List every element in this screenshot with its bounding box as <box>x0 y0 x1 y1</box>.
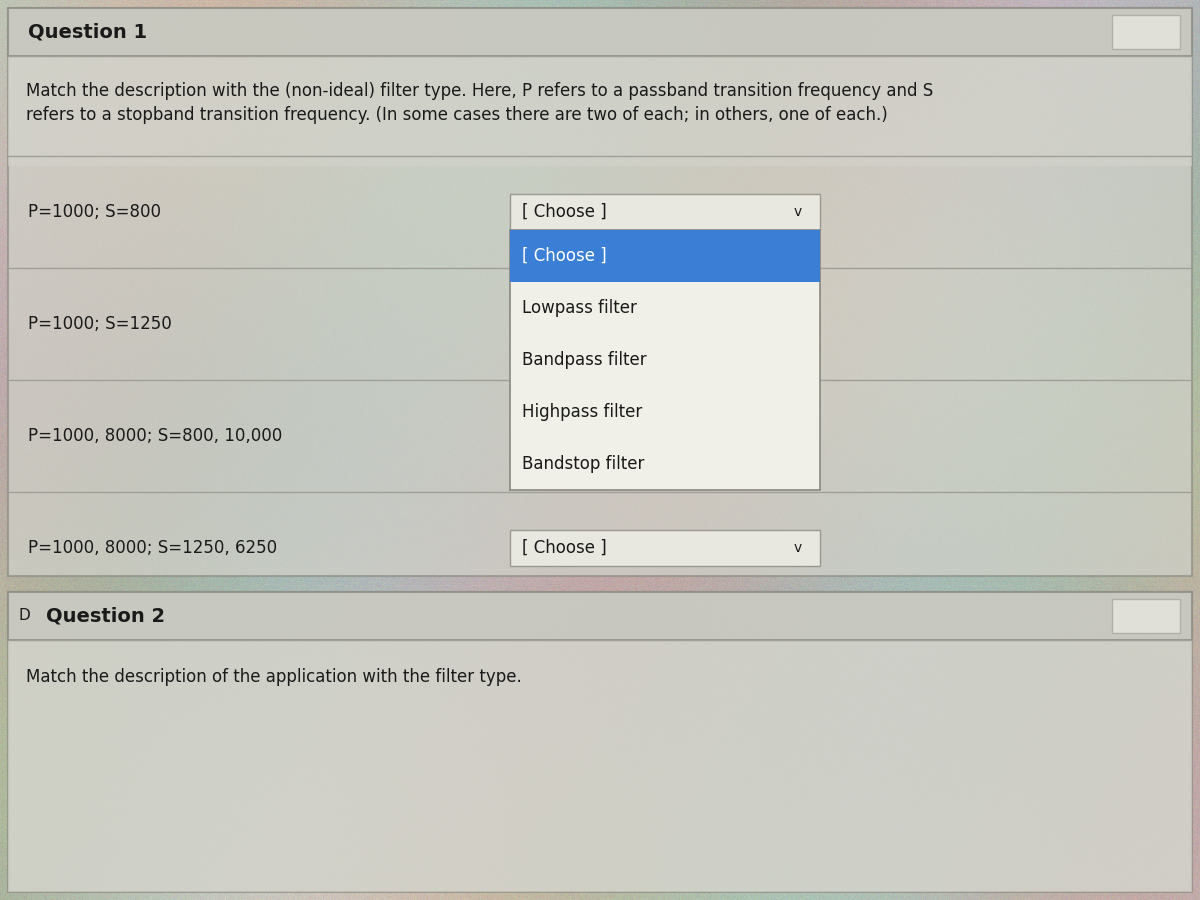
Text: Question 2: Question 2 <box>46 607 166 625</box>
Text: Bandpass filter: Bandpass filter <box>522 351 647 369</box>
Text: D: D <box>18 608 30 624</box>
Text: P=1000, 8000; S=1250, 6250: P=1000, 8000; S=1250, 6250 <box>28 539 277 557</box>
Text: Bandstop filter: Bandstop filter <box>522 455 644 473</box>
Text: [ Choose ]: [ Choose ] <box>522 247 607 265</box>
Text: P=1000, 8000; S=800, 10,000: P=1000, 8000; S=800, 10,000 <box>28 427 282 445</box>
Text: v: v <box>794 205 802 219</box>
Bar <box>510 194 820 230</box>
Bar <box>8 56 1192 166</box>
Text: Lowpass filter: Lowpass filter <box>522 299 637 317</box>
Text: [ Choose ]: [ Choose ] <box>522 539 607 557</box>
Bar <box>510 530 820 566</box>
Text: v: v <box>794 541 802 555</box>
Bar <box>510 230 820 490</box>
Text: refers to a stopband transition frequency. (In some cases there are two of each;: refers to a stopband transition frequenc… <box>26 106 888 124</box>
Bar <box>8 640 1192 892</box>
Bar <box>8 8 1192 56</box>
Text: Match the description of the application with the filter type.: Match the description of the application… <box>26 668 522 686</box>
Bar <box>1112 15 1180 49</box>
Text: Match the description with the (non-ideal) filter type. Here, P refers to a pass: Match the description with the (non-idea… <box>26 82 934 100</box>
Text: [ Choose ]: [ Choose ] <box>522 203 607 221</box>
Text: P=1000; S=800: P=1000; S=800 <box>28 203 161 221</box>
Text: Question 1: Question 1 <box>28 22 148 41</box>
Bar <box>1112 599 1180 633</box>
Bar <box>510 230 820 282</box>
Bar <box>8 592 1192 640</box>
Bar <box>8 592 1192 892</box>
Text: P=1000; S=1250: P=1000; S=1250 <box>28 315 172 333</box>
Bar <box>8 8 1192 576</box>
Text: Highpass filter: Highpass filter <box>522 403 642 421</box>
